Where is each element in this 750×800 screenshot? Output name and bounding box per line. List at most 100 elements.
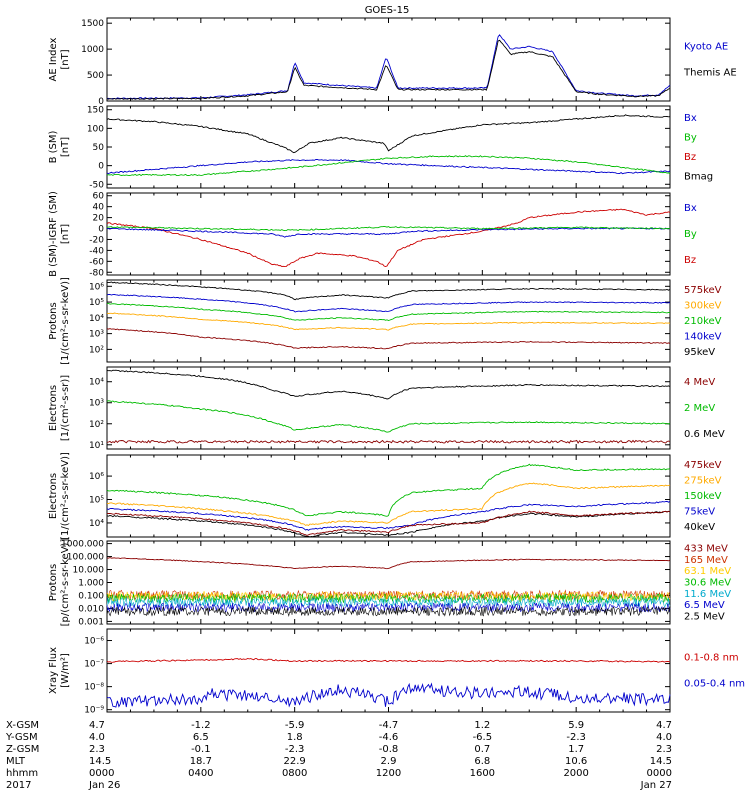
y-axis-unit: [nT] — [60, 49, 71, 69]
series-210kev — [106, 302, 671, 321]
ephemeris-value: 6.8 — [474, 756, 490, 767]
ephemeris-value: 0800 — [282, 768, 307, 779]
legend-entry: 40keV — [684, 522, 715, 533]
series-575kev — [106, 328, 671, 350]
series-40kev — [106, 510, 671, 538]
y-axis-unit: [1/(cm²-s-sr-keV)] — [60, 452, 71, 540]
y-tick-label: 100 — [87, 124, 104, 134]
ephemeris-value: 4.7 — [656, 720, 672, 731]
panel-prot1: 10² 10³ 10⁴ 10⁵ 10⁶ Protons [1/(cm²-s-sr-keV)]… — [48, 277, 722, 365]
y-tick-label: 10⁵ — [89, 298, 104, 308]
ephemeris-value: 18.7 — [190, 756, 212, 767]
y-axis-unit: [nT] — [60, 224, 71, 244]
ephemeris-label: X-GSM — [6, 720, 39, 731]
y-axis-label: AE Index — [48, 37, 59, 81]
legend-entry: Bz — [684, 255, 696, 266]
series-kyoto-ae — [106, 34, 671, 100]
y-tick-label: 1500 — [81, 19, 104, 29]
ephemeris-value: 5.9 — [568, 720, 584, 731]
ephemeris-value: -4.6 — [379, 732, 399, 743]
y-tick-label: 150 — [87, 106, 104, 116]
ephemeris-value: 22.9 — [284, 756, 306, 767]
y-tick-label: 10⁶ — [89, 472, 104, 482]
legend-entry: 2 MeV — [684, 403, 715, 414]
y-tick-label: 10⁶ — [89, 282, 104, 292]
ephemeris-value: 1.8 — [287, 732, 303, 743]
series-11-6-mev — [106, 596, 671, 608]
y-tick-label: 20 — [93, 214, 105, 224]
legend-entry: 95keV — [684, 347, 715, 358]
ephemeris-table: X-GSMY-GSMZ-GSMMLThhmm20174.74.02.314.50… — [5, 720, 672, 791]
y-tick-label: 10¹ — [89, 441, 104, 451]
legend-entry: 2.5 MeV — [684, 611, 725, 622]
legend-entry: 30.6 MeV — [684, 578, 731, 589]
y-tick-label: 100.000 — [67, 553, 104, 563]
y-axis-unit: [1/(cm²-s-sr-keV)] — [60, 277, 71, 365]
ephemeris-value: 0.7 — [474, 744, 490, 755]
y-axis-label: B (SM) — [48, 130, 59, 163]
legend-entry: 150keV — [684, 491, 722, 502]
y-tick-label: 60 — [93, 192, 105, 202]
ephemeris-value: 0000 — [89, 768, 114, 779]
legend-entry: 63.1 MeV — [684, 566, 731, 577]
ephemeris-value: -4.7 — [379, 720, 399, 731]
legend-entry: By — [684, 132, 697, 143]
y-axis-label: B (SM)-IGRF (SM) — [48, 191, 59, 277]
legend-entry: Bx — [684, 203, 697, 214]
series-475kev — [106, 510, 671, 536]
ephemeris-value: 14.5 — [89, 756, 111, 767]
legend-entry: 4 MeV — [684, 377, 715, 388]
ephemeris-label: 2017 — [6, 780, 31, 791]
y-tick-label: 10² — [89, 345, 104, 355]
series-bx — [106, 227, 671, 238]
legend-entry: 433 MeV — [684, 544, 728, 555]
y-axis-label: Electrons — [48, 473, 59, 519]
y-axis-label: Xray Flux — [48, 647, 59, 694]
ephemeris-value: -2.3 — [285, 744, 305, 755]
series-2-mev — [106, 400, 671, 433]
y-tick-label: 10⁻⁸ — [84, 683, 104, 693]
y-tick-label: 0 — [98, 97, 104, 107]
ephemeris-value: 14.5 — [650, 756, 672, 767]
legend-entry: Bx — [684, 113, 697, 124]
legend-entry: 75keV — [684, 507, 715, 518]
y-tick-label: 10⁴ — [89, 378, 104, 388]
ephemeris-value: 2000 — [563, 768, 588, 779]
legend-entry: Bz — [684, 152, 696, 163]
ephemeris-value: -6.5 — [473, 732, 493, 743]
y-tick-label: -60 — [89, 257, 104, 267]
ephemeris-value: 10.6 — [565, 756, 587, 767]
ephemeris-value: -5.9 — [285, 720, 305, 731]
legend-entry: 575keV — [684, 285, 722, 296]
panel-elec2: 10⁴ 10⁵ 10⁶ Electrons [1/(cm²-s-sr-keV)] 475k… — [48, 452, 722, 540]
series-4-mev — [106, 439, 671, 444]
legend-entry: 210keV — [684, 316, 722, 327]
y-tick-label: 0.100 — [78, 591, 104, 601]
ephemeris-value: -1.2 — [191, 720, 211, 731]
y-axis-label: Protons — [48, 302, 59, 339]
panel-xray: 10⁻⁹ 10⁻⁸ 10⁻⁷ 10⁻⁶ Xray Flux [W/m²] 0.1-0.8 n… — [48, 628, 745, 716]
ephemeris-value: 4.0 — [89, 732, 105, 743]
y-tick-label: 10⁴ — [89, 314, 104, 324]
y-tick-label: -20 — [89, 235, 104, 245]
y-tick-label: 10⁵ — [89, 496, 104, 506]
panel-elec1: 10¹ 10² 10³ 10⁴ Electrons [1/(cm²-s-sr)] 4 MeV… — [48, 366, 725, 451]
legend-entry: Themis AE — [683, 68, 737, 79]
legend-entry: 140keV — [684, 332, 722, 343]
series-0-05-0-4-nm — [106, 682, 671, 708]
series-2-5-mev — [106, 605, 671, 617]
series-433-mev — [106, 557, 671, 570]
ephemeris-value: -0.1 — [191, 744, 211, 755]
series-by — [106, 155, 671, 177]
ephemeris-label: MLT — [6, 756, 26, 767]
y-tick-label: 10² — [89, 420, 104, 430]
series-275kev — [106, 482, 671, 527]
panel-ae: 0 500 1000 1500 AE Index [nT] Kyoto AE Themis A… — [48, 17, 737, 107]
panel-frame — [106, 17, 671, 102]
y-tick-label: 10³ — [89, 330, 104, 340]
ephemeris-value: 2.3 — [89, 744, 105, 755]
series-by — [106, 225, 671, 232]
series-bx — [106, 158, 671, 175]
panel-frame — [106, 279, 671, 363]
y-tick-label: 50 — [93, 143, 105, 153]
